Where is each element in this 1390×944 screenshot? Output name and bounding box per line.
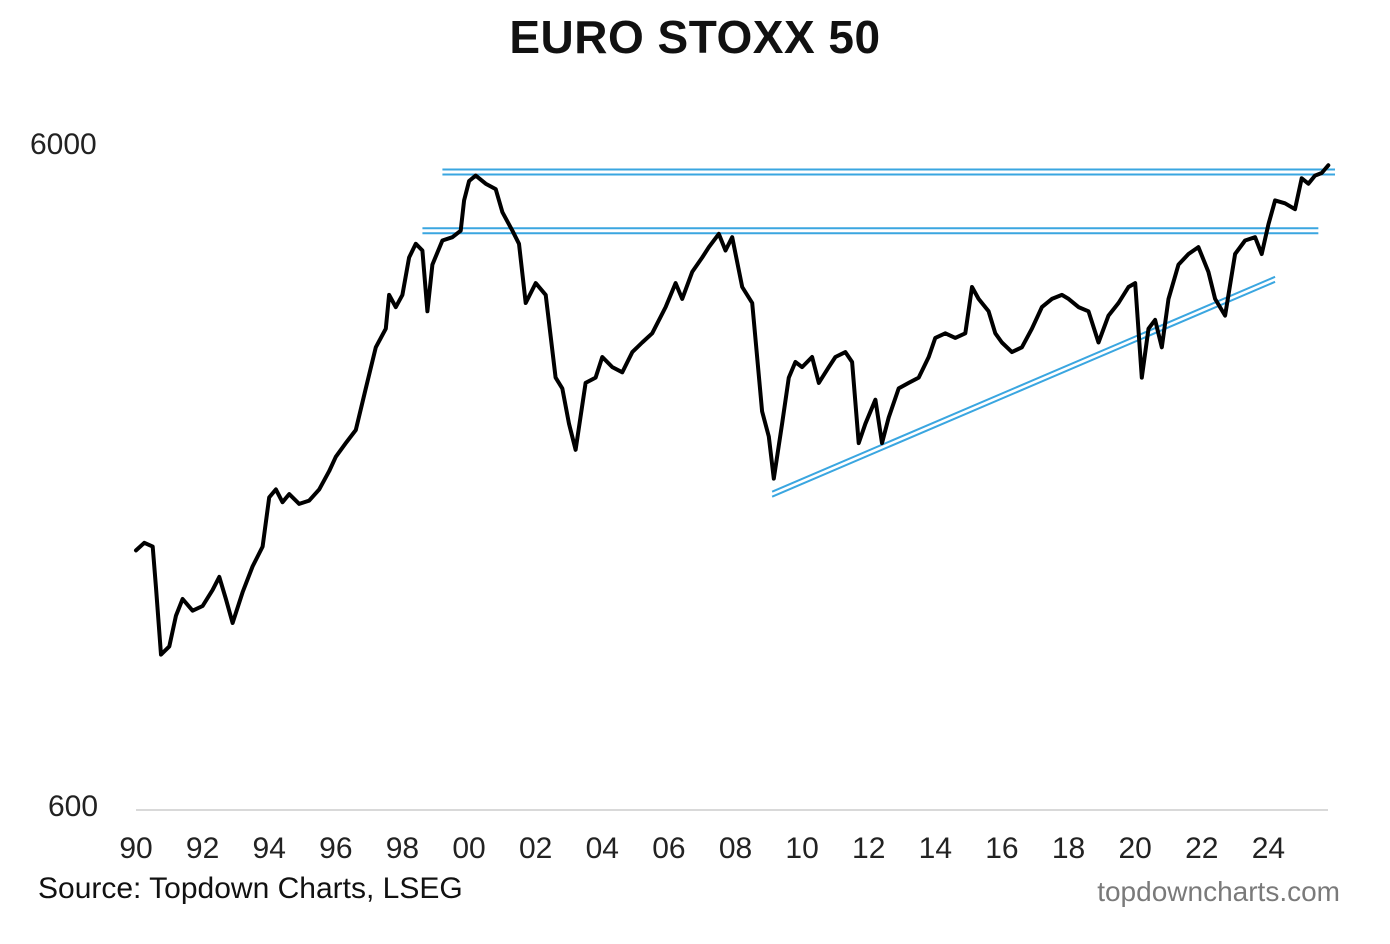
x-tick-label: 20 xyxy=(1118,832,1152,865)
source-note: Source: Topdown Charts, LSEG xyxy=(38,872,463,905)
x-tick-label: 12 xyxy=(852,832,886,865)
x-tick-label: 08 xyxy=(718,832,753,865)
x-tick-label: 94 xyxy=(252,832,286,865)
support-trendline xyxy=(771,275,1276,493)
x-tick-label: 06 xyxy=(652,832,686,865)
x-tick-label: 96 xyxy=(319,832,353,865)
y-tick-label: 600 xyxy=(48,790,99,823)
x-tick-label: 98 xyxy=(385,832,420,865)
x-tick-label: 92 xyxy=(185,832,220,865)
price-series-line xyxy=(134,163,1331,657)
chart-title: EURO STOXX 50 xyxy=(509,11,881,63)
x-tick-label: 90 xyxy=(119,832,153,865)
support-trendline xyxy=(771,280,1276,498)
x-tick-label: 04 xyxy=(585,832,619,865)
x-tick-label: 24 xyxy=(1251,832,1286,865)
x-tick-label: 16 xyxy=(985,832,1019,865)
x-tick-label: 14 xyxy=(918,832,953,865)
x-tick-label: 02 xyxy=(518,832,553,865)
brand-watermark: topdowncharts.com xyxy=(1097,876,1340,907)
x-tick-label: 00 xyxy=(452,832,486,865)
x-tick-label: 18 xyxy=(1051,832,1086,865)
y-tick-label: 6000 xyxy=(30,128,97,161)
x-tick-label: 22 xyxy=(1185,832,1219,865)
x-tick-label: 10 xyxy=(785,832,819,865)
